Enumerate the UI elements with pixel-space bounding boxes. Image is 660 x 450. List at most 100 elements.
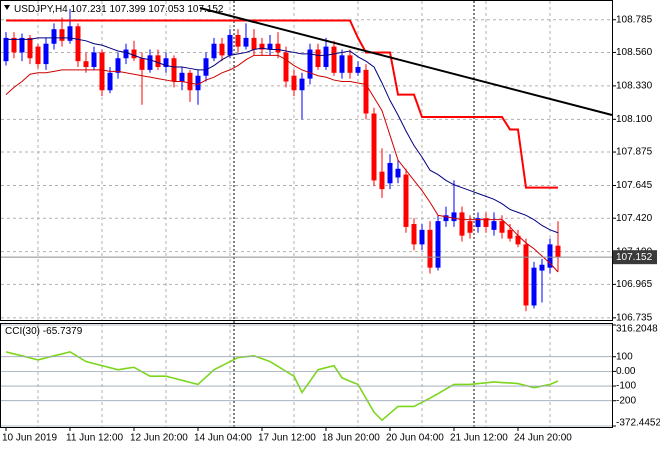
candle-body: [75, 26, 81, 62]
indicator-tick-label: -100: [616, 381, 636, 392]
candle-body: [35, 46, 41, 65]
candle-body: [11, 37, 17, 53]
x-tick-label: 11 Jun 12:00: [66, 433, 124, 444]
candle-body: [155, 55, 161, 67]
candle-body: [427, 229, 433, 268]
candle-body: [27, 37, 33, 59]
indicator-tick-label: -372.4452: [616, 418, 660, 429]
candle-body: [459, 212, 465, 236]
candle-body: [363, 69, 369, 114]
candle-body: [171, 58, 177, 82]
x-tick-label: 21 Jun 12:00: [450, 433, 508, 444]
symbol: USDJPY,H4: [14, 4, 68, 15]
x-tick-label: 17 Jun 12:00: [258, 433, 316, 444]
candle-body: [419, 229, 425, 245]
candle-body: [299, 78, 305, 91]
candle-body: [483, 218, 489, 227]
candle-body: [531, 267, 537, 306]
candle-body: [475, 218, 481, 227]
indicator-line: [6, 19, 558, 189]
candle-body: [179, 72, 185, 82]
candle-body: [203, 58, 209, 76]
y-tick-label: 107.875: [616, 147, 653, 158]
marks: [3, 8, 561, 422]
y-tick-label: 108.785: [616, 14, 653, 25]
candle-body: [67, 26, 73, 41]
candle-body: [131, 49, 137, 59]
candle-body: [435, 221, 441, 268]
candle-body: [163, 58, 169, 67]
candle-body: [467, 221, 473, 233]
candle-body: [187, 72, 193, 91]
indicator-name: CCI(30): [5, 326, 40, 337]
candle-body: [307, 49, 313, 79]
indicator-header: CCI(30) -65.7379: [5, 326, 83, 337]
candle-body: [331, 46, 337, 73]
candle-body: [19, 37, 25, 53]
indicator-pane: [0, 323, 613, 428]
y-tick-label: 108.100: [616, 114, 653, 125]
y-tick-label: 106.965: [616, 279, 653, 290]
trend-line: [199, 7, 613, 116]
candle-body: [547, 244, 553, 268]
candle-body: [139, 58, 145, 70]
candle-body: [115, 58, 121, 73]
indicator-line: [6, 37, 559, 234]
candle-body: [243, 37, 249, 47]
x-tick-label: 10 Jun 2019: [2, 433, 57, 444]
candle-body: [59, 29, 65, 41]
price-box: [613, 250, 657, 265]
candle-body: [43, 43, 49, 65]
candle-body: [379, 171, 385, 190]
candle-body: [403, 174, 409, 227]
candle-body: [371, 113, 377, 181]
y-tick-label: 107.420: [616, 213, 653, 224]
x-tick-label: 24 Jun 20:00: [514, 433, 572, 444]
x-tick-label: 20 Jun 04:00: [386, 433, 444, 444]
indicator-value: -65.7379: [43, 326, 83, 337]
candle-body: [539, 264, 545, 271]
chart-header: USDJPY,H4 107.231 107.399 107.053 107.15…: [14, 4, 224, 15]
main-pane: [0, 0, 613, 321]
candle-body: [347, 55, 353, 73]
indicator-line: [5, 54, 559, 273]
indicator-tick-label: 100: [616, 351, 633, 362]
cci-line: [5, 351, 559, 422]
y-tick-label: 107.645: [616, 180, 653, 191]
candle-body: [451, 212, 457, 222]
candle-body: [147, 55, 153, 70]
candle-body: [315, 49, 321, 67]
x-tick-label: 18 Jun 20:00: [322, 433, 380, 444]
candle-body: [283, 52, 289, 82]
open-value: 107.231: [71, 4, 108, 15]
y-tick-label: 106.735: [616, 312, 653, 323]
candle-body: [51, 29, 57, 44]
y-tick-label: 108.330: [616, 81, 653, 92]
menu-arrow: [4, 5, 10, 10]
candle-body: [523, 244, 529, 306]
high-value: 107.399: [109, 4, 146, 15]
candle-body: [219, 43, 225, 56]
candle-body: [275, 43, 281, 53]
indicator-tick-label: 316.2048: [616, 324, 658, 335]
candle-body: [267, 43, 273, 50]
candle-body: [411, 224, 417, 245]
candle-body: [83, 61, 89, 67]
y-tick-label: 108.560: [616, 47, 653, 58]
candle-body: [107, 72, 113, 91]
candle-body: [339, 55, 345, 73]
candle-body: [355, 66, 361, 73]
indicator-tick-label: 0.00: [616, 366, 636, 377]
candle-body: [387, 162, 393, 184]
candle-body: [99, 52, 105, 91]
candle-body: [491, 221, 497, 230]
price-box-label: 107.152: [616, 252, 653, 263]
candle-body: [3, 37, 9, 62]
candle-body: [507, 229, 513, 239]
candle-body: [515, 235, 521, 245]
candle-body: [323, 46, 329, 67]
candle-body: [395, 168, 401, 178]
candle-body: [123, 49, 129, 59]
